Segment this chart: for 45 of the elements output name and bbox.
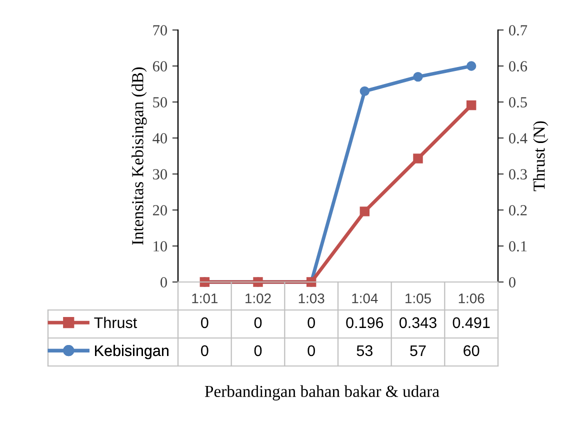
x-tick-label: 1:04 [352, 293, 378, 304]
point [466, 100, 476, 110]
point [413, 154, 423, 164]
y-axis-title: Intensitas Kebisingan (dB) [132, 67, 147, 245]
point [466, 61, 476, 71]
y-tick-label: 50 [153, 97, 167, 108]
data-label: 0.196 [346, 317, 384, 328]
x-tick-label: 1:03 [298, 293, 324, 304]
data-label: 0.491 [452, 317, 490, 328]
data-label: 0 [308, 345, 315, 356]
y-tick-label: 10 [154, 241, 167, 252]
x-tick-label: 1:02 [246, 293, 271, 304]
data-label: 0 [254, 345, 262, 356]
y2-tick-label: 0 [509, 277, 516, 288]
data-label: 57 [410, 345, 426, 356]
y-tick-label: 40 [152, 133, 167, 144]
y2-tick-label: 0.1 [509, 241, 527, 252]
y-tick-label: 0 [160, 277, 167, 288]
point [360, 86, 370, 96]
y2-axis-title: Thrust (N) [533, 121, 548, 192]
y2-tick-label: 0.5 [509, 97, 527, 108]
data-label: 0 [201, 317, 208, 328]
data-label: 60 [464, 345, 480, 356]
legend-label: Thrust [94, 316, 138, 328]
x-tick-label: 1:01 [192, 293, 218, 304]
y2-tick-label: 0.6 [509, 61, 528, 72]
text: Perbandingan bahan bakar & udara [204, 385, 440, 400]
data-label: 0 [254, 317, 262, 328]
y2-tick-label: 0.7 [509, 25, 528, 36]
y2-tick-label: 0.4 [509, 133, 528, 144]
data-label: 53 [356, 345, 372, 356]
y-tick-label: 20 [152, 205, 167, 216]
y-tick-label: 70 [153, 25, 167, 36]
y-tick-label: 60 [152, 61, 167, 72]
x-tick-label: 1:05 [406, 293, 431, 304]
y2-tick-label: 0.3 [509, 169, 527, 180]
point [360, 206, 370, 216]
data-label: 0 [201, 345, 208, 356]
x-tick-label: 1:06 [458, 293, 484, 304]
data-label: 0 [308, 317, 315, 328]
y2-tick-label: 0.2 [509, 205, 527, 216]
point [413, 72, 423, 82]
data-label: 0.343 [399, 317, 436, 328]
legend-label: Kebisingan [95, 344, 168, 360]
y-tick-label: 30 [153, 169, 167, 180]
